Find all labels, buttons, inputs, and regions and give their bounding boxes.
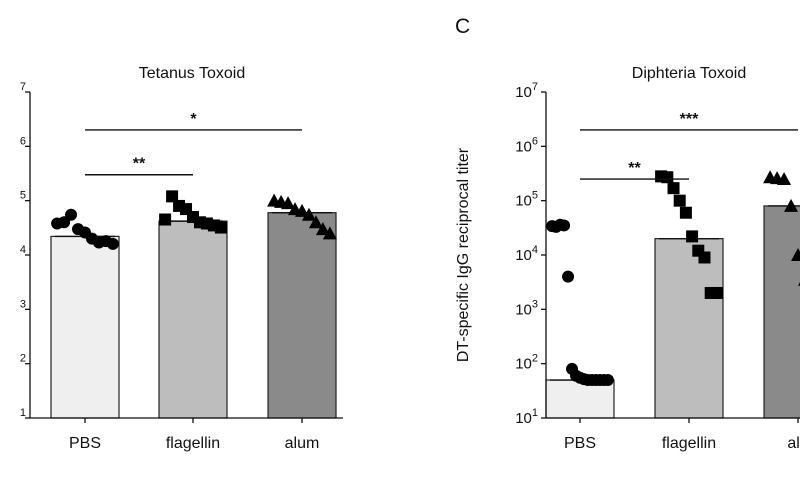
data-point-alu [791,248,800,261]
data-point-alu [784,198,799,212]
data-point-alum [322,226,337,240]
data-point-pbs [106,237,119,250]
x-tick-label-flagellin: flagellin [166,435,220,452]
data-point-flagellin [667,182,680,195]
x-tick-label-alu: alu [787,435,800,452]
data-point-alum [295,203,309,217]
data-point-pbs [601,374,614,387]
y-tick-label: 2 [20,353,26,365]
y-tick-label: 7 [20,81,26,93]
significance-label: * [190,111,197,128]
data-point-flagellin [710,286,723,299]
bar-pbs [50,235,120,419]
data-point-pbs [58,216,71,229]
y-tick-label: 105 [515,190,538,210]
y-tick-label: 102 [515,353,538,373]
x-tick-label-pbs: PBS [564,435,596,452]
y-tick-label: 107 [515,81,538,101]
significance-label: *** [680,111,699,128]
data-point-alu [777,172,792,186]
data-point-flagellin [159,213,172,226]
chart-diphtheria-toxoid: C Diphteria Toxoid DT-specific IgG recipro… [455,15,800,452]
data-point-flagellin [698,251,711,264]
panel-letter: C [455,15,470,38]
bar-flagellin [158,220,228,419]
data-point-flagellin [673,194,686,207]
data-point-flagellin [214,221,227,234]
x-tick-label-flagellin: flagellin [662,435,716,452]
data-point-flagellin [166,190,179,203]
y-tick-label: 4 [20,244,26,256]
y-tick-label: 101 [515,407,538,427]
significance-label: ** [133,156,146,173]
bar-flagellin [654,238,724,419]
y-axis-label: DT-specific IgG reciprocal titer [455,147,472,362]
data-point-alum [308,215,323,229]
x-tick-label-pbs: PBS [69,435,101,452]
data-point-flagellin [661,171,674,184]
data-point-flagellin [679,206,692,219]
y-tick-label: 3 [20,298,26,310]
y-tick-label: 104 [515,244,538,264]
y-tick-label: 5 [20,190,26,202]
bar-alum [267,212,337,419]
data-point-alum [301,207,316,221]
bar-alu [763,205,800,419]
data-point-alum [281,196,296,210]
chart-title: Diphteria Toxoid [632,65,746,82]
x-tick-label-alum: alum [285,435,320,452]
y-tick-label: 103 [515,298,538,318]
data-point-alum [315,222,330,236]
data-point-pbs [562,270,575,283]
chart-title: Tetanus Toxoid [139,65,245,82]
y-tick-label: 106 [515,135,538,155]
significance-label: ** [628,160,641,177]
data-point-pbs [558,219,571,232]
y-tick-label: 6 [20,135,26,147]
y-tick-label: 1 [20,407,26,419]
data-point-alu [797,282,800,286]
bar-pbs [545,379,615,419]
data-point-pbs [65,208,78,221]
data-point-flagellin [686,230,699,243]
